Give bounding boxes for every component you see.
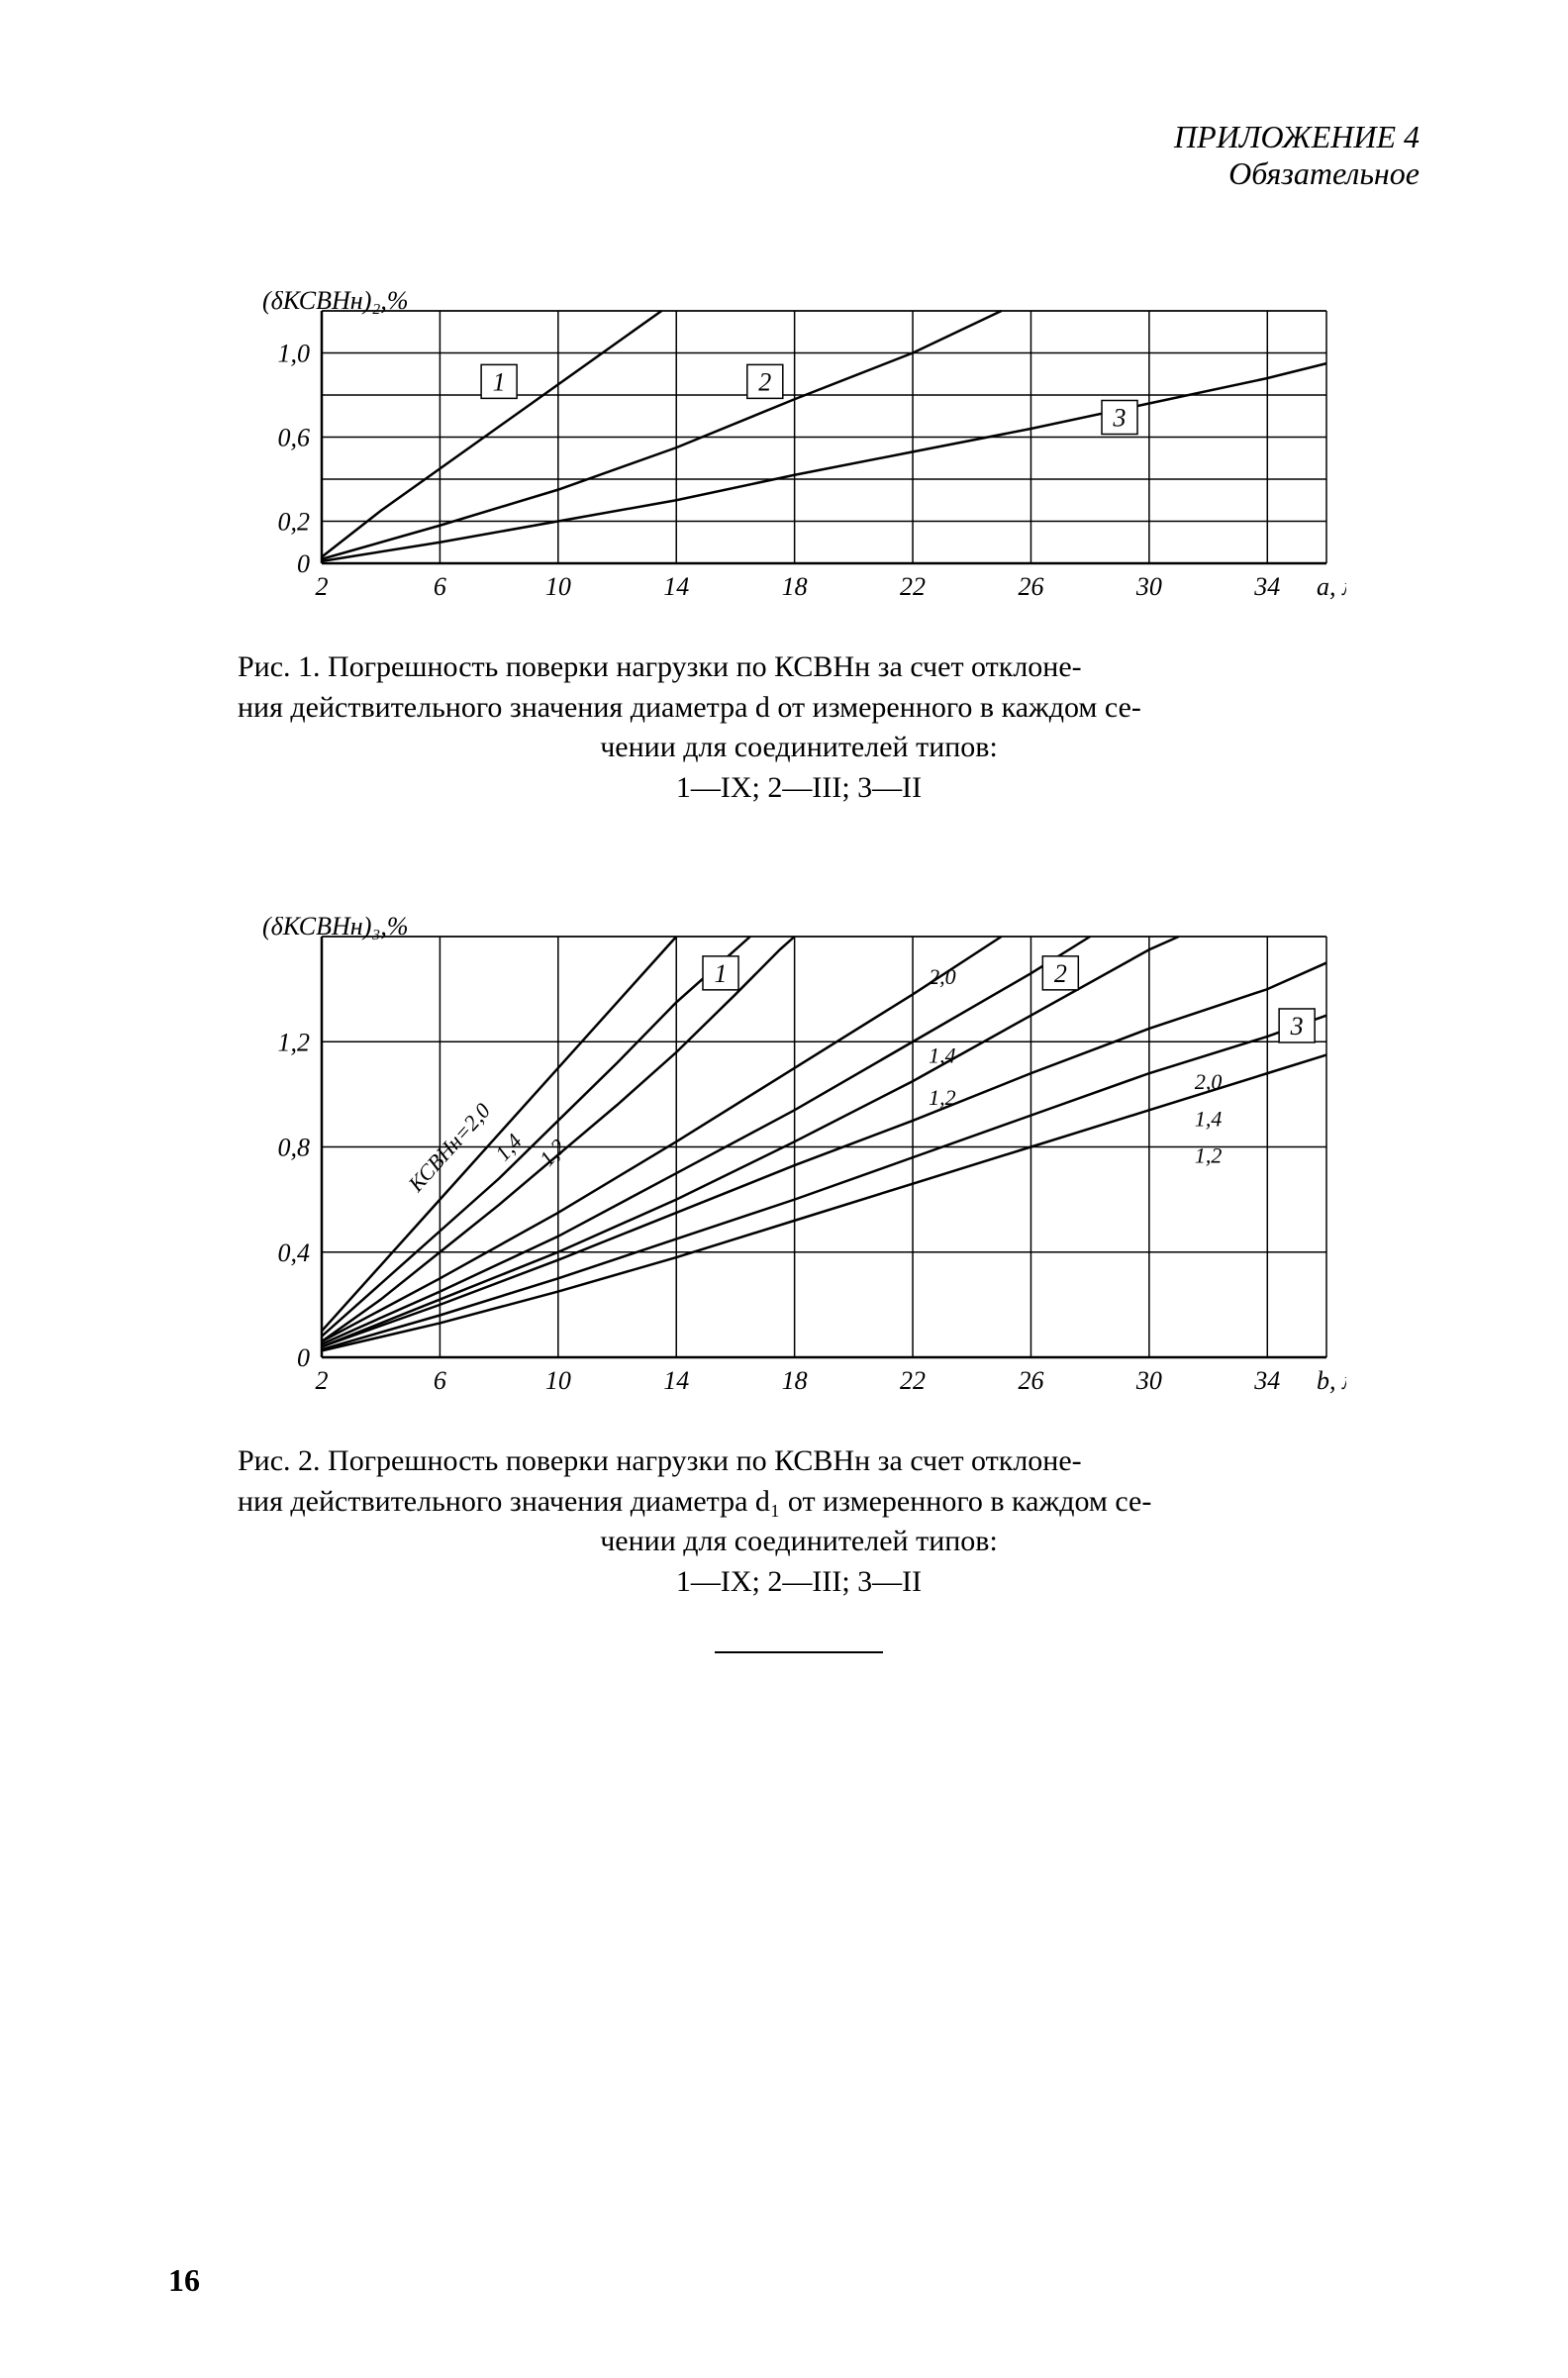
svg-text:14: 14 xyxy=(663,1366,689,1395)
svg-text:1: 1 xyxy=(493,367,506,396)
svg-text:2,0: 2,0 xyxy=(1195,1069,1223,1094)
appendix-title: ПРИЛОЖЕНИЕ 4 xyxy=(178,119,1420,155)
svg-text:2: 2 xyxy=(316,572,329,601)
chart-2-svg: 2610141822263034b, мкм00,40,81,2(δКСВНн)… xyxy=(228,917,1346,1412)
caption-1-line3: чении для соединителей типов: xyxy=(600,731,998,763)
svg-text:0,4: 0,4 xyxy=(278,1239,311,1267)
figure-2: 2610141822263034b, мкм00,40,81,2(δКСВНн)… xyxy=(178,917,1420,1653)
svg-text:(δКСВНн)₂,%: (δКСВНн)₂,% xyxy=(262,291,409,315)
svg-text:34: 34 xyxy=(1253,572,1280,601)
svg-text:26: 26 xyxy=(1018,1366,1043,1395)
svg-text:2: 2 xyxy=(758,367,771,396)
caption-1-line2: ния действительного значения диаметра d … xyxy=(238,691,1141,724)
page-number: 16 xyxy=(168,2262,200,2299)
svg-text:3: 3 xyxy=(1290,1012,1304,1040)
svg-text:34: 34 xyxy=(1253,1366,1280,1395)
svg-text:10: 10 xyxy=(545,1366,571,1395)
svg-text:0,2: 0,2 xyxy=(278,508,311,537)
section-divider xyxy=(715,1651,883,1653)
figure-1: 2610141822263034а, мкм00,20,61,0(δКСВНн)… xyxy=(178,291,1420,808)
svg-text:26: 26 xyxy=(1018,572,1043,601)
svg-text:10: 10 xyxy=(545,572,571,601)
caption-2-line4: 1—IX; 2—III; 3—II xyxy=(676,1565,922,1598)
svg-text:1,4: 1,4 xyxy=(929,1043,956,1068)
svg-text:14: 14 xyxy=(663,572,689,601)
svg-text:(δКСВНн)₃,%: (δКСВНн)₃,% xyxy=(262,917,409,941)
caption-1-line1: Рис. 1. Погрешность поверки нагрузки по … xyxy=(238,650,1082,683)
caption-1-line4: 1—IX; 2—III; 3—II xyxy=(676,771,922,804)
appendix-subtitle: Обязательное xyxy=(178,155,1420,192)
svg-text:22: 22 xyxy=(900,572,926,601)
caption-1: Рис. 1. Погрешность поверки нагрузки по … xyxy=(238,647,1360,808)
caption-2: Рис. 2. Погрешность поверки нагрузки по … xyxy=(238,1441,1360,1602)
caption-2-line2: ния действительного значения диаметра d₁… xyxy=(238,1485,1151,1518)
svg-text:1,4: 1,4 xyxy=(1195,1106,1223,1131)
caption-2-line3: чении для соединителей типов: xyxy=(600,1525,998,1557)
svg-text:30: 30 xyxy=(1135,1366,1162,1395)
svg-text:0: 0 xyxy=(297,1343,310,1372)
chart-1-svg: 2610141822263034а, мкм00,20,61,0(δКСВНн)… xyxy=(228,291,1346,618)
svg-text:3: 3 xyxy=(1113,404,1127,433)
svg-text:0,8: 0,8 xyxy=(278,1134,311,1162)
svg-text:2: 2 xyxy=(1054,959,1067,988)
svg-text:6: 6 xyxy=(434,1366,446,1395)
svg-text:30: 30 xyxy=(1135,572,1162,601)
svg-text:2: 2 xyxy=(316,1366,329,1395)
svg-text:18: 18 xyxy=(782,572,808,601)
svg-text:0,6: 0,6 xyxy=(278,424,311,452)
caption-2-line1: Рис. 2. Погрешность поверки нагрузки по … xyxy=(238,1444,1082,1477)
svg-text:1,0: 1,0 xyxy=(278,340,311,368)
svg-text:6: 6 xyxy=(434,572,446,601)
svg-text:18: 18 xyxy=(782,1366,808,1395)
svg-text:1,4: 1,4 xyxy=(490,1129,527,1165)
svg-text:1,2: 1,2 xyxy=(278,1028,311,1056)
svg-text:1: 1 xyxy=(715,959,728,988)
svg-text:а, мкм: а, мкм xyxy=(1317,572,1346,601)
svg-text:0: 0 xyxy=(297,549,310,578)
svg-text:1,2: 1,2 xyxy=(1195,1142,1223,1167)
svg-text:b, мкм: b, мкм xyxy=(1317,1366,1346,1395)
svg-text:2,0: 2,0 xyxy=(929,964,956,989)
svg-text:1,2: 1,2 xyxy=(929,1085,956,1110)
svg-text:22: 22 xyxy=(900,1366,926,1395)
